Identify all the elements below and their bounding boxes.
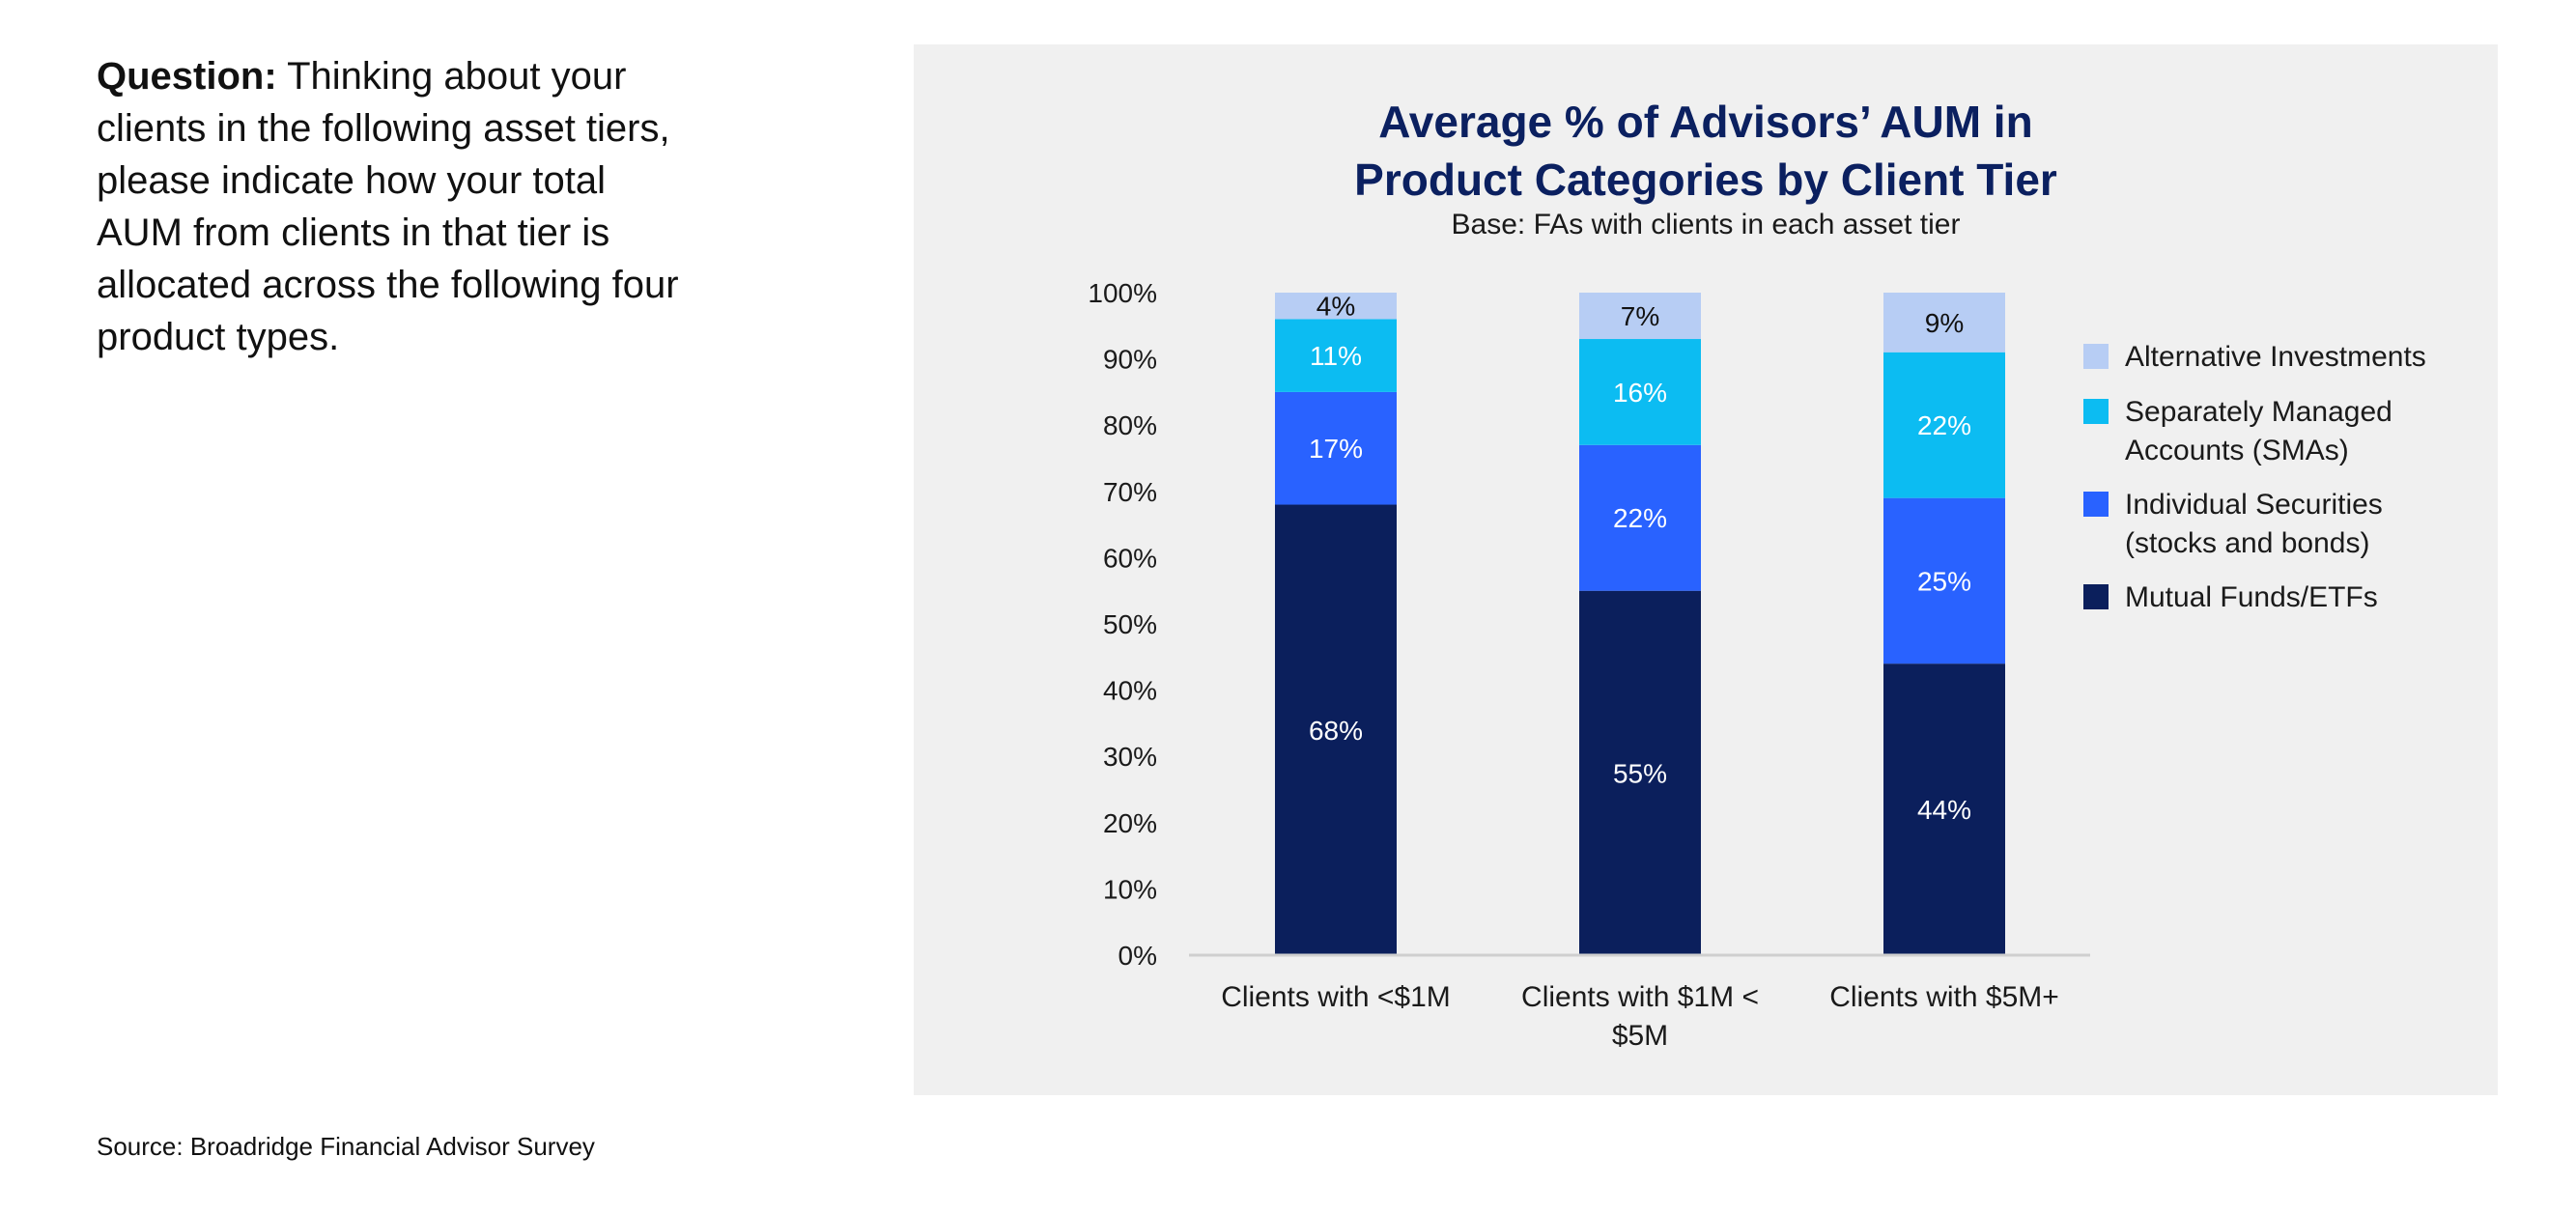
y-tick-label: 50% [1103, 609, 1157, 639]
legend-swatch [2083, 399, 2109, 424]
legend-swatch [2083, 584, 2109, 609]
question-body: Thinking about your clients in the follo… [97, 55, 679, 358]
y-tick-label: 0% [1118, 941, 1157, 971]
legend-label: Mutual Funds/ETFs [2125, 581, 2378, 613]
data-label: 44% [1917, 795, 1971, 825]
chart-subtitle: Base: FAs with clients in each asset tie… [1451, 209, 1961, 240]
y-tick-label: 80% [1103, 410, 1157, 440]
bar-segment [1579, 590, 1701, 955]
bar-segment [1579, 444, 1701, 591]
bar-segment [1579, 293, 1701, 340]
y-tick-label: 100% [1088, 278, 1157, 308]
x-category-label: Clients with <$1M [1221, 981, 1451, 1013]
legend-label: (stocks and bonds) [2125, 527, 2369, 559]
data-label: 11% [1310, 341, 1362, 371]
y-tick-label: 60% [1103, 543, 1157, 573]
x-category-label: $5M [1612, 1020, 1668, 1052]
y-tick-label: 10% [1103, 874, 1157, 904]
data-label: 25% [1917, 566, 1971, 596]
bar-segment [1579, 339, 1701, 445]
data-label: 16% [1613, 378, 1667, 408]
bar-segment [1883, 293, 2005, 353]
stacked-bar-chart: 0% 10% 20% 30% 40% 50% 60% 70% 80% 90% 100% 68% 17% 1… [1088, 278, 2426, 1052]
legend-label: Separately Managed [2125, 396, 2392, 428]
data-label: 7% [1621, 301, 1659, 331]
data-label: 68% [1309, 716, 1363, 746]
data-label: 55% [1613, 758, 1667, 788]
chart-title-line-1: Average % of Advisors’ AUM in [1378, 97, 2033, 147]
data-label: 9% [1925, 308, 1964, 338]
question-prefix: Question: [97, 55, 277, 98]
legend-label: Individual Securities [2125, 489, 2383, 521]
source-note: Source: Broadridge Financial Advisor Sur… [97, 1132, 595, 1161]
question-text: Question: Thinking about your clients in… [97, 50, 695, 363]
bar-segment [1275, 504, 1397, 955]
y-tick-label: 90% [1103, 345, 1157, 375]
y-tick-label: 30% [1103, 742, 1157, 772]
chart-panel: Average % of Advisors’ AUM in Product Ca… [914, 44, 2498, 1095]
legend-swatch [2083, 344, 2109, 369]
legend-label: Accounts (SMAs) [2125, 435, 2349, 466]
legend-label: Alternative Investments [2125, 341, 2426, 373]
x-category-label: Clients with $1M < [1521, 981, 1759, 1013]
data-label: 22% [1917, 410, 1971, 440]
bar-segment [1275, 293, 1397, 320]
bar-segment [1883, 663, 2005, 955]
data-label: 17% [1309, 434, 1363, 464]
chart-title: Average % of Advisors’ AUM in Product Ca… [914, 93, 2498, 209]
data-label: 4% [1316, 292, 1355, 322]
bar-segment [1883, 352, 2005, 498]
y-tick-label: 40% [1103, 676, 1157, 706]
bar-segment [1275, 319, 1397, 392]
bar-segment [1883, 497, 2005, 664]
data-label: 22% [1613, 503, 1667, 533]
y-tick-label: 20% [1103, 808, 1157, 838]
bar-segment [1275, 391, 1397, 505]
legend-swatch [2083, 492, 2109, 517]
y-tick-label: 70% [1103, 477, 1157, 507]
chart-title-line-2: Product Categories by Client Tier [1354, 155, 2057, 205]
x-category-label: Clients with $5M+ [1829, 981, 2059, 1013]
